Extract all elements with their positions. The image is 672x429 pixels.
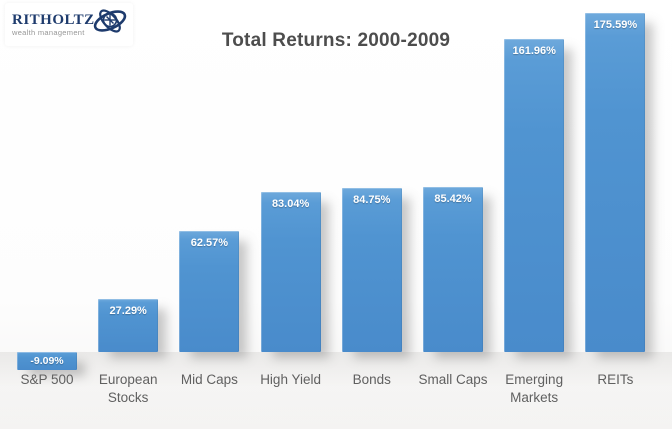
bar: 27.29% <box>98 299 159 352</box>
category-label: Small Caps <box>418 372 488 387</box>
bar: 175.59% <box>585 13 646 352</box>
ritholtz-logo: RITHOLTZ wealth management <box>5 3 133 46</box>
logo-brand-text: RITHOLTZ <box>12 11 95 28</box>
category-label: Mid Caps <box>180 372 238 387</box>
category-label: Bonds <box>352 372 391 387</box>
bar-value-label: 62.57% <box>190 237 229 250</box>
category-label: Emerging Markets <box>505 372 564 406</box>
bar: 161.96% <box>504 39 565 352</box>
chart-title: Total Returns: 2000-2009 <box>221 29 451 51</box>
bar-value-label: 85.42% <box>434 193 472 206</box>
bar-value-label: -9.09% <box>30 354 64 367</box>
bar: 84.75% <box>341 188 402 352</box>
bar: -9.09% <box>17 352 77 370</box>
bar-value-label: 175.59% <box>593 19 638 32</box>
bar-value-label: 84.75% <box>353 194 391 207</box>
bar-value-label: 27.29% <box>109 305 147 318</box>
bar: 83.04% <box>260 191 321 352</box>
logo-tagline-text: wealth management <box>12 27 85 37</box>
orbit-globe-icon <box>91 4 129 43</box>
category-label: High Yield <box>260 372 321 387</box>
bar-value-label: 83.04% <box>271 197 310 210</box>
bar-value-label: 161.96% <box>512 45 556 58</box>
chart-floor-shading <box>0 352 672 429</box>
bar: 62.57% <box>179 231 240 352</box>
category-label: REITs <box>597 372 634 387</box>
bar: 85.42% <box>423 187 483 352</box>
category-label: European Stocks <box>98 372 158 406</box>
category-label: S&P 500 <box>20 372 74 387</box>
